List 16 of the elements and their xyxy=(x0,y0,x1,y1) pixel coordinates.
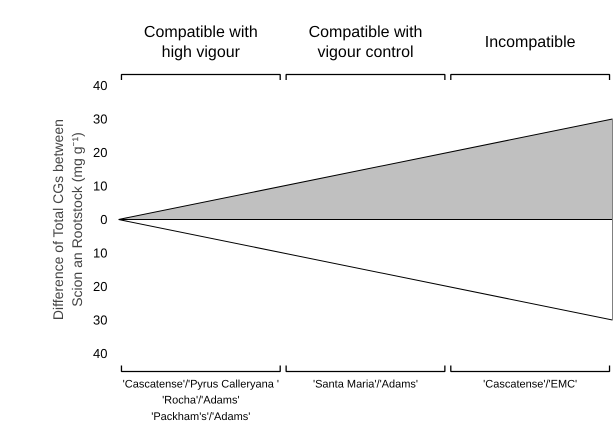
y-tick-label: 30 xyxy=(93,312,108,328)
y-tick-label: 0 xyxy=(100,212,108,227)
y-tick-label: 20 xyxy=(93,145,108,160)
y-tick-label: 10 xyxy=(93,178,108,194)
y-tick-label: 40 xyxy=(93,346,108,361)
text: 'Cascatense'/'Pyrus Calleryana ' 'Rocha'/'Adams' 'Packham's'/'Adams' xyxy=(122,378,280,423)
text: Compatible with high vigour xyxy=(144,24,258,61)
y-tick-label: 20 xyxy=(93,279,108,294)
y-tick-label: 30 xyxy=(93,112,108,126)
y-axis-title: Difference of Total CGs between Scion an Rootstock (mg g⁻¹) xyxy=(50,119,86,320)
y-tick-label: 40 xyxy=(93,78,108,93)
y-tick-label: 10 xyxy=(93,246,108,260)
text: 'Cascatense'/'EMC' xyxy=(483,378,578,390)
text: Incompatible xyxy=(484,34,576,51)
text: 'Santa Maria'/'Adams' xyxy=(313,378,418,390)
text: Compatible with vigour control xyxy=(308,24,422,61)
